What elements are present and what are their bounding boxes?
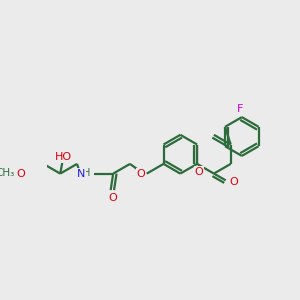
- Text: HO: HO: [55, 152, 72, 162]
- Text: O: O: [136, 169, 145, 178]
- Text: N: N: [77, 169, 86, 178]
- Text: O: O: [16, 169, 25, 178]
- Text: O: O: [194, 167, 203, 177]
- Text: CH₃: CH₃: [0, 168, 15, 178]
- Text: F: F: [237, 104, 243, 114]
- Text: O: O: [230, 177, 239, 187]
- Text: H: H: [83, 168, 91, 178]
- Text: O: O: [108, 193, 117, 203]
